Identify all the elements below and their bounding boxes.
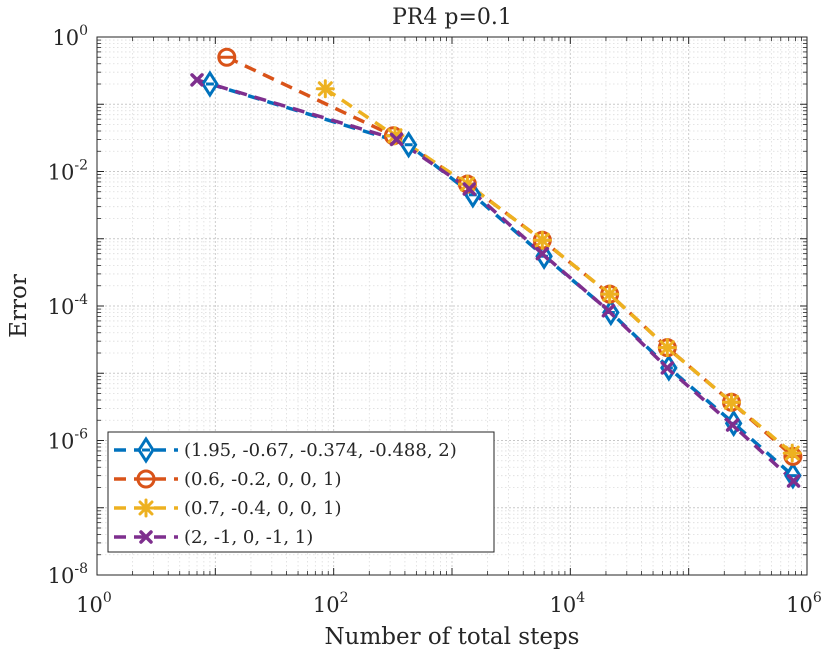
legend-item: (2, -1, 0, -1, 1): [114, 527, 313, 548]
x-tick-base: 10: [786, 593, 813, 617]
legend-label: (2, -1, 0, -1, 1): [184, 527, 313, 548]
y-axis-title: Error: [6, 274, 32, 338]
series-4-point: [535, 246, 550, 261]
series-layer: [190, 47, 803, 490]
x-tick-label: 106: [786, 590, 822, 617]
y-tick-label: 10-8: [48, 561, 88, 588]
x-tick-labels: 100 102 104 106: [76, 590, 822, 617]
x-stroke: [462, 182, 477, 196]
tick-marks: [96, 36, 808, 576]
y-tick-base: 10: [52, 26, 79, 50]
y-tick-exponent: -8: [74, 561, 88, 577]
x-stroke: [535, 246, 550, 261]
y-tick-exponent: -2: [74, 158, 88, 174]
legend-item: (0.6, -0.2, 0, 0, 1): [114, 469, 342, 490]
x-tick-exponent: 6: [813, 590, 822, 606]
series-3-point: [721, 392, 741, 412]
x-tick-base: 10: [76, 593, 103, 617]
asterisk-stroke: [602, 286, 618, 302]
series-line-3: [324, 87, 794, 455]
y-tick-exponent: 0: [79, 23, 88, 39]
x-stroke: [660, 361, 675, 375]
legend-box: [107, 431, 495, 553]
y-tick-label: 10-6: [48, 427, 88, 454]
series-1-point: [201, 70, 219, 98]
asterisk-stroke: [459, 176, 475, 192]
series-3-point: [532, 230, 552, 250]
series-4-point: [389, 132, 404, 147]
legend: (1.95, -0.67, -0.374, -0.488, 2) (0.6, -0…: [107, 431, 495, 553]
asterisk-stroke: [659, 340, 675, 356]
asterisk-stroke: [534, 232, 550, 248]
y-tick-label: 10-2: [48, 158, 88, 185]
x-tick-base: 10: [550, 593, 577, 617]
x-stroke: [601, 303, 616, 318]
x-stroke: [139, 530, 153, 544]
x-stroke: [190, 73, 204, 87]
y-tick-base: 10: [48, 161, 75, 185]
legend-marker: [139, 530, 153, 544]
legend-marker: [137, 436, 155, 464]
y-tick-base: 10: [48, 430, 75, 454]
legend-label: (0.6, -0.2, 0, 0, 1): [184, 469, 342, 490]
x-tick-label: 100: [76, 590, 112, 617]
y-tick-base: 10: [48, 564, 75, 588]
x-stroke: [786, 474, 801, 488]
x-stroke: [725, 418, 740, 432]
x-stroke: [389, 132, 404, 147]
y-tick-base: 10: [48, 295, 75, 319]
series-4-point: [660, 361, 675, 375]
series-2-point: [217, 47, 237, 67]
x-tick-exponent: 0: [103, 590, 112, 606]
chart-title: PR4 p=0.1: [392, 5, 512, 30]
series-4-point: [786, 474, 801, 488]
legend-label: (0.7, -0.4, 0, 0, 1): [184, 498, 342, 519]
series-1-point: [784, 461, 802, 490]
series-3-point: [600, 284, 620, 304]
legend-marker: [136, 498, 156, 518]
series-4-point: [190, 73, 204, 87]
x-tick-base: 10: [313, 593, 340, 617]
x-tick-label: 102: [313, 590, 349, 617]
y-tick-exponent: -6: [74, 427, 88, 443]
series-3-point: [315, 79, 335, 99]
asterisk-stroke: [138, 500, 154, 516]
x-tick-exponent: 2: [340, 590, 349, 606]
series-3-point: [782, 443, 802, 463]
asterisk-stroke: [784, 445, 800, 461]
y-tick-label: 100: [52, 23, 88, 50]
y-tick-exponent: -4: [74, 292, 88, 308]
legend-label: (1.95, -0.67, -0.374, -0.488, 2): [184, 440, 457, 461]
x-axis-title: Number of total steps: [325, 624, 580, 650]
legend-item: (1.95, -0.67, -0.374, -0.488, 2): [114, 436, 457, 464]
legend-marker: [136, 469, 156, 489]
series-4-point: [725, 418, 740, 432]
series-1-point: [399, 130, 418, 159]
series-4-point: [601, 303, 616, 318]
asterisk-stroke: [723, 394, 739, 410]
x-tick-exponent: 4: [576, 590, 585, 606]
series-4-point: [462, 182, 477, 196]
y-tick-label: 10-4: [48, 292, 88, 319]
asterisk-stroke: [317, 81, 333, 97]
x-tick-label: 104: [550, 590, 586, 617]
legend-item: (0.7, -0.4, 0, 0, 1): [114, 498, 342, 519]
series-3-point: [657, 338, 677, 358]
